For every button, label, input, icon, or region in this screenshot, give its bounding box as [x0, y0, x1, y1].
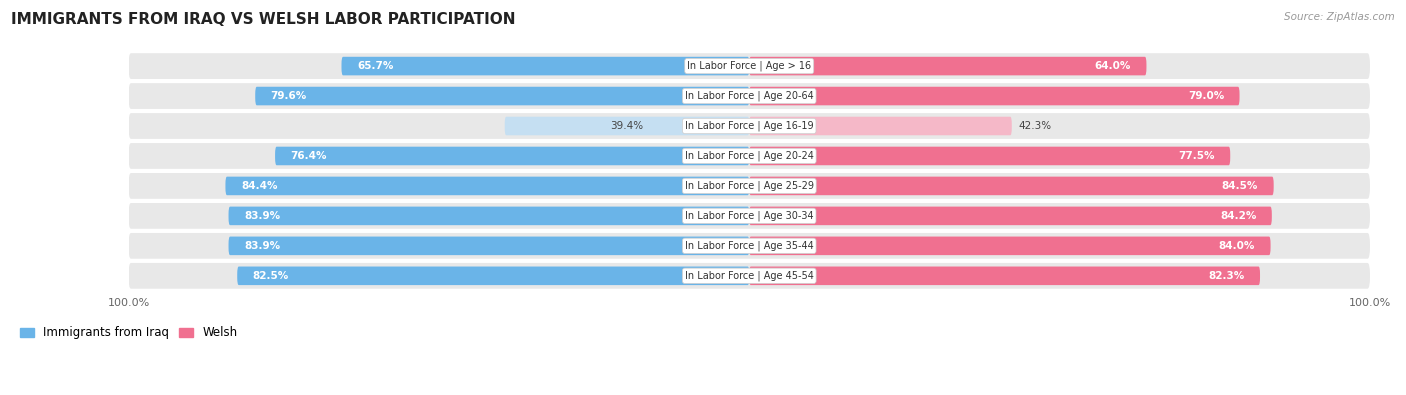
- FancyBboxPatch shape: [225, 177, 749, 195]
- Text: 39.4%: 39.4%: [610, 121, 644, 131]
- FancyBboxPatch shape: [128, 263, 1369, 289]
- Text: 83.9%: 83.9%: [245, 241, 280, 251]
- FancyBboxPatch shape: [128, 53, 1369, 79]
- Text: 77.5%: 77.5%: [1178, 151, 1215, 161]
- Text: 82.3%: 82.3%: [1208, 271, 1244, 281]
- Text: 65.7%: 65.7%: [357, 61, 394, 71]
- Text: 83.9%: 83.9%: [245, 211, 280, 221]
- Text: 64.0%: 64.0%: [1094, 61, 1130, 71]
- Text: In Labor Force | Age > 16: In Labor Force | Age > 16: [688, 61, 811, 71]
- FancyBboxPatch shape: [128, 203, 1369, 229]
- Text: In Labor Force | Age 45-54: In Labor Force | Age 45-54: [685, 271, 814, 281]
- FancyBboxPatch shape: [128, 233, 1369, 259]
- Text: In Labor Force | Age 25-29: In Labor Force | Age 25-29: [685, 181, 814, 191]
- Text: 84.4%: 84.4%: [240, 181, 277, 191]
- Text: In Labor Force | Age 20-64: In Labor Force | Age 20-64: [685, 91, 814, 101]
- Text: In Labor Force | Age 30-34: In Labor Force | Age 30-34: [685, 211, 814, 221]
- Text: In Labor Force | Age 16-19: In Labor Force | Age 16-19: [685, 121, 814, 131]
- Text: 82.5%: 82.5%: [253, 271, 290, 281]
- FancyBboxPatch shape: [749, 177, 1274, 195]
- FancyBboxPatch shape: [229, 207, 749, 225]
- FancyBboxPatch shape: [238, 267, 749, 285]
- FancyBboxPatch shape: [128, 173, 1369, 199]
- Text: IMMIGRANTS FROM IRAQ VS WELSH LABOR PARTICIPATION: IMMIGRANTS FROM IRAQ VS WELSH LABOR PART…: [11, 12, 516, 27]
- Text: 42.3%: 42.3%: [1018, 121, 1052, 131]
- FancyBboxPatch shape: [749, 147, 1230, 165]
- FancyBboxPatch shape: [128, 113, 1369, 139]
- FancyBboxPatch shape: [128, 83, 1369, 109]
- Text: 84.5%: 84.5%: [1222, 181, 1258, 191]
- Text: 84.2%: 84.2%: [1220, 211, 1257, 221]
- FancyBboxPatch shape: [128, 143, 1369, 169]
- FancyBboxPatch shape: [749, 87, 1240, 105]
- Text: 84.0%: 84.0%: [1219, 241, 1256, 251]
- FancyBboxPatch shape: [342, 57, 749, 75]
- FancyBboxPatch shape: [749, 117, 1012, 135]
- FancyBboxPatch shape: [276, 147, 749, 165]
- FancyBboxPatch shape: [749, 57, 1146, 75]
- FancyBboxPatch shape: [749, 267, 1260, 285]
- Text: 76.4%: 76.4%: [291, 151, 328, 161]
- FancyBboxPatch shape: [505, 117, 749, 135]
- Text: In Labor Force | Age 20-24: In Labor Force | Age 20-24: [685, 151, 814, 161]
- Text: 79.0%: 79.0%: [1188, 91, 1225, 101]
- Text: 79.6%: 79.6%: [271, 91, 307, 101]
- FancyBboxPatch shape: [229, 237, 749, 255]
- FancyBboxPatch shape: [749, 207, 1272, 225]
- FancyBboxPatch shape: [749, 237, 1271, 255]
- Legend: Immigrants from Iraq, Welsh: Immigrants from Iraq, Welsh: [15, 322, 242, 344]
- FancyBboxPatch shape: [256, 87, 749, 105]
- Text: Source: ZipAtlas.com: Source: ZipAtlas.com: [1284, 12, 1395, 22]
- Text: In Labor Force | Age 35-44: In Labor Force | Age 35-44: [685, 241, 814, 251]
